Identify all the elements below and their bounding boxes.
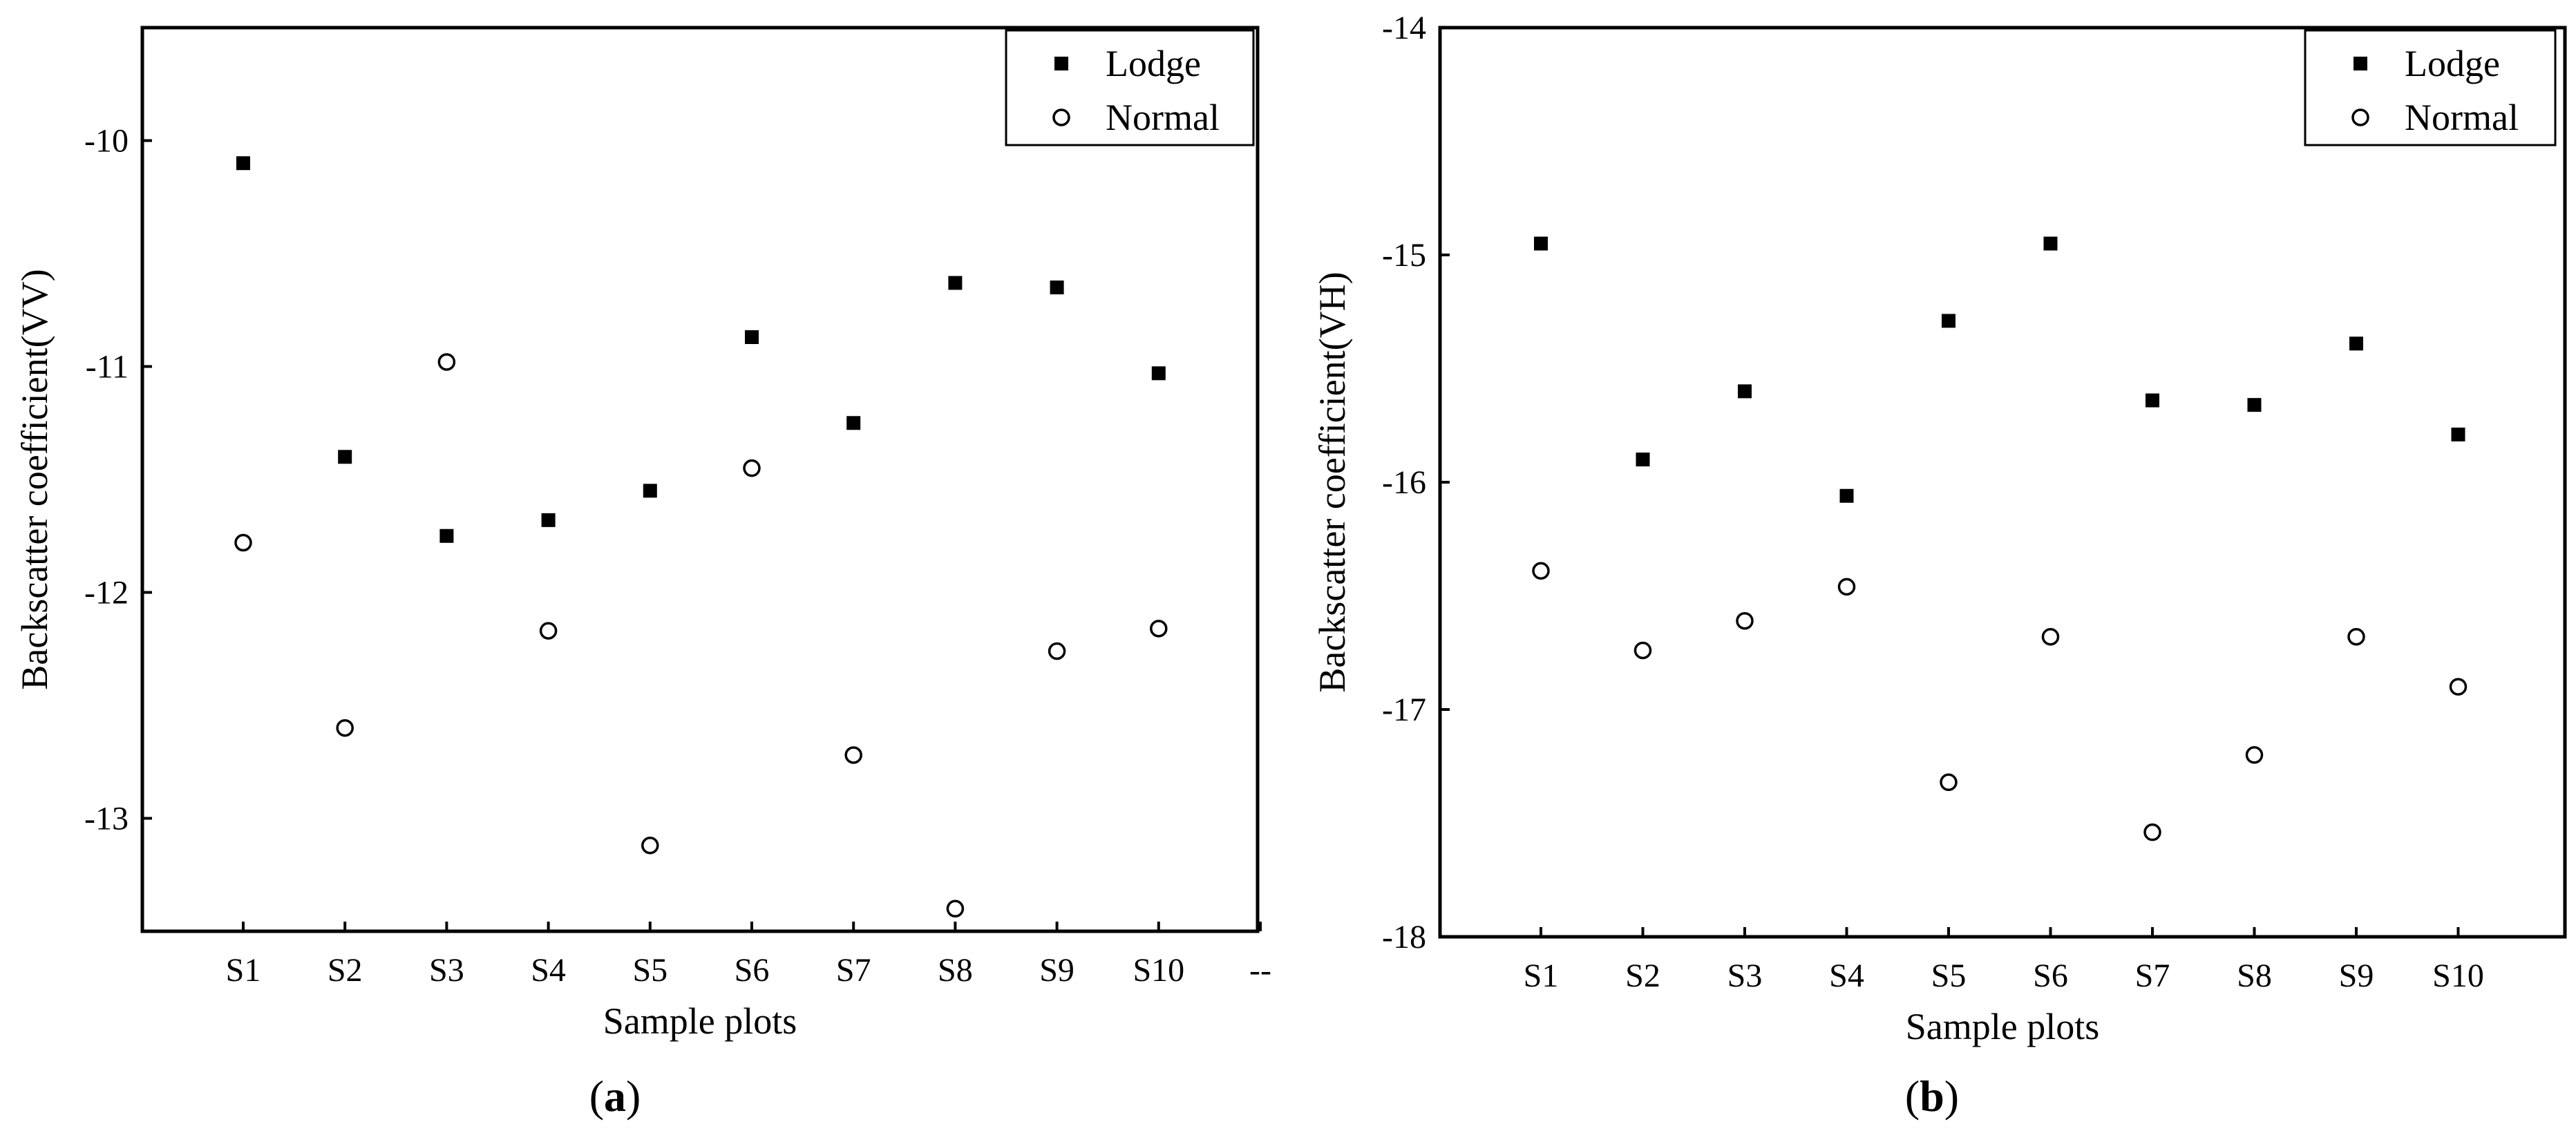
data-point-normal <box>1940 773 1958 792</box>
data-point-lodge <box>338 450 352 464</box>
x-tick-label: S10 <box>1133 952 1184 989</box>
x-axis-title: Sample plots <box>1906 1006 2100 1047</box>
data-point-normal <box>2449 678 2468 696</box>
data-point-normal <box>1633 641 1652 660</box>
legend-label-normal: Normal <box>2405 97 2519 138</box>
legend-box <box>2304 29 2557 146</box>
legend: Lodge Normal <box>2304 29 2557 146</box>
y-tick-label: -10 <box>84 123 129 160</box>
data-point-normal <box>2143 823 2161 841</box>
x-tick-label: S3 <box>429 952 464 989</box>
x-tick-label: S8 <box>2237 958 2272 994</box>
data-point-normal <box>1150 620 1168 638</box>
panel-label: (a) <box>589 1072 641 1121</box>
data-point-lodge <box>846 416 861 430</box>
data-point-lodge <box>439 529 454 543</box>
data-point-lodge <box>1636 453 1650 467</box>
x-tick-label: S5 <box>632 952 667 989</box>
y-tick-label: -18 <box>1382 919 1426 955</box>
x-axis-title: Sample plots <box>603 1000 797 1042</box>
x-tick-label: S7 <box>836 952 871 989</box>
data-point-normal <box>641 836 659 855</box>
y-tick-label: -12 <box>84 575 129 611</box>
data-point-normal <box>1837 578 1856 596</box>
x-tick-label: S9 <box>1039 952 1074 989</box>
data-point-normal <box>1048 642 1066 660</box>
legend-marker-normal <box>2351 108 2369 126</box>
x-tick-label: S10 <box>2432 958 2484 994</box>
data-point-normal <box>234 533 252 552</box>
y-tick-label: -13 <box>84 801 129 837</box>
data-point-normal <box>437 353 456 371</box>
x-tick-label: S4 <box>1829 958 1864 994</box>
data-point-normal <box>539 622 558 640</box>
data-point-lodge <box>2451 427 2465 441</box>
data-point-lodge <box>745 330 759 344</box>
panel-label: (b) <box>1905 1072 1959 1121</box>
data-point-lodge <box>541 513 556 527</box>
x-tick-label: S2 <box>328 952 363 989</box>
data-point-lodge <box>1839 488 1854 503</box>
y-tick-label: -16 <box>1382 464 1426 501</box>
data-point-normal <box>2041 627 2060 646</box>
plot-frame <box>1438 26 2567 939</box>
data-point-normal <box>743 459 761 477</box>
x-tick-label: S8 <box>938 952 973 989</box>
data-point-lodge <box>2043 236 2058 251</box>
x-tick-label: S7 <box>2135 958 2170 994</box>
data-point-normal <box>2245 746 2264 764</box>
chart-panel-a: -13 -12 -11 -10 S1 S2 S3 S4 S5 S6 S7 S8 S9 S10 -- Sampl… <box>14 26 1271 1121</box>
data-point-lodge <box>236 156 250 171</box>
data-point-normal <box>844 746 862 764</box>
x-tick-label: S6 <box>2033 958 2068 994</box>
legend-label-lodge: Lodge <box>1106 43 1201 84</box>
x-tick-label: S6 <box>735 952 770 989</box>
data-point-normal <box>336 718 354 737</box>
data-point-lodge <box>1738 384 1752 399</box>
x-tick-label: S9 <box>2339 958 2374 994</box>
plot-frame <box>140 26 1260 933</box>
data-point-lodge <box>1942 314 1955 328</box>
data-point-lodge <box>948 276 963 290</box>
legend-label-lodge: Lodge <box>2405 43 2500 84</box>
legend-marker-lodge <box>2354 57 2367 70</box>
x-tick-label: S5 <box>1931 958 1967 994</box>
data-point-lodge <box>1534 236 1548 251</box>
y-axis-title: Backscatter coefficient(VV) <box>14 269 55 689</box>
legend: Lodge Normal <box>1005 29 1255 146</box>
data-point-lodge <box>1050 280 1064 295</box>
data-point-lodge <box>1151 366 1166 381</box>
data-point-normal <box>1532 562 1550 580</box>
chart-panel-b: -18 -17 -16 -15 -14 S1 S2 S3 S4 S5 S6 S7 S8 S9 S10 Samp… <box>1311 10 2567 1121</box>
data-point-lodge <box>2146 393 2159 408</box>
x-tick-label: S4 <box>531 952 566 989</box>
legend-marker-lodge <box>1054 57 1068 70</box>
y-tick-label: -14 <box>1382 10 1426 46</box>
y-tick-label: -17 <box>1382 692 1426 728</box>
x-tick-label: -- <box>1249 952 1271 989</box>
data-point-lodge <box>643 484 657 498</box>
y-tick-label: -15 <box>1382 237 1426 274</box>
x-tick-label: S1 <box>1524 958 1559 994</box>
legend-label-normal: Normal <box>1106 97 1220 138</box>
legend-box <box>1005 29 1255 146</box>
x-tick-label: S3 <box>1727 958 1763 994</box>
x-tick-label: S2 <box>1625 958 1660 994</box>
data-point-lodge <box>2247 398 2262 412</box>
data-point-normal <box>2347 627 2365 646</box>
data-point-normal <box>946 899 965 918</box>
data-point-lodge <box>2349 336 2363 351</box>
x-tick-label: S1 <box>226 952 261 989</box>
y-axis-title: Backscatter coefficient(VH) <box>1311 272 1353 692</box>
data-point-normal <box>1736 611 1754 630</box>
legend-marker-normal <box>1052 108 1070 126</box>
y-tick-label: -11 <box>86 349 129 385</box>
